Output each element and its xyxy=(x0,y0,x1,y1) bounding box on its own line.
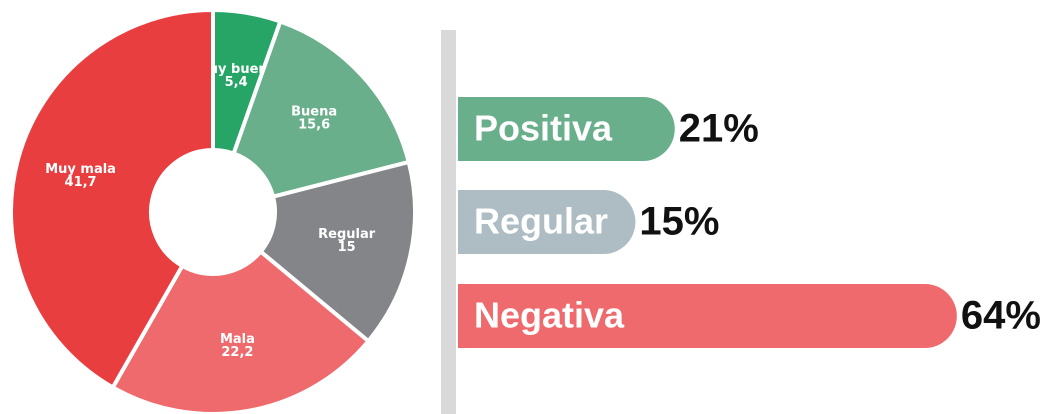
pie-slice xyxy=(258,160,417,344)
slice-value: 5,4 xyxy=(225,75,248,90)
bar-label: Negativa xyxy=(474,295,625,336)
slice-value: 41,7 xyxy=(65,175,97,190)
bar xyxy=(458,284,957,348)
bar-value: 21% xyxy=(679,107,759,151)
slice-name: Mala xyxy=(220,332,255,347)
slice-name: Buena xyxy=(291,105,337,120)
slice-value: 22,2 xyxy=(221,345,253,360)
pie-slice xyxy=(110,249,371,414)
bar-label: Positiva xyxy=(474,108,613,149)
slice-name: Regular xyxy=(318,227,376,242)
slice-value: 15,6 xyxy=(298,118,330,133)
pie-slice xyxy=(9,8,215,390)
bar xyxy=(458,97,675,161)
slice-name: Muy mala xyxy=(45,162,116,177)
bar-value: 64% xyxy=(961,294,1041,338)
bar-value: 15% xyxy=(639,200,719,244)
divider xyxy=(441,30,456,414)
slice-value: 15 xyxy=(338,240,356,255)
slice-name: Muy buena xyxy=(196,62,277,77)
bar xyxy=(458,190,636,254)
bar-label: Regular xyxy=(474,201,608,242)
pie-slice xyxy=(231,19,411,199)
